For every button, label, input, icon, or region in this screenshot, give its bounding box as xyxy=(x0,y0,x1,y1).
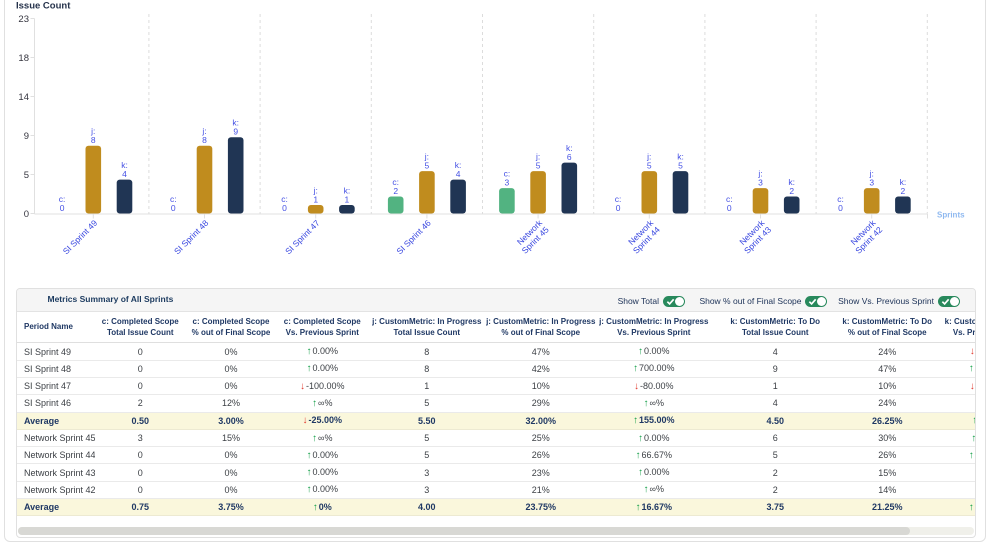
svg-text:SI Sprint 46: SI Sprint 46 xyxy=(394,218,433,257)
svg-text:14: 14 xyxy=(18,92,29,103)
svg-text:c:0: c: 0 xyxy=(615,194,622,213)
svg-text:c:0: c: 0 xyxy=(281,194,288,213)
svg-text:23: 23 xyxy=(18,14,29,25)
svg-text:k:5: k: 5 xyxy=(677,152,684,171)
svg-text:c:3: c: 3 xyxy=(504,169,511,188)
svg-text:j:5: j: 5 xyxy=(424,152,430,171)
svg-text:j:3: j: 3 xyxy=(757,169,763,188)
svg-text:j:5: j: 5 xyxy=(646,152,652,171)
svg-text:k:2: k: 2 xyxy=(900,177,907,196)
svg-text:k:1: k: 1 xyxy=(344,186,351,205)
svg-text:c:0: c: 0 xyxy=(726,194,733,213)
svg-text:SI Sprint 48: SI Sprint 48 xyxy=(172,218,211,257)
svg-text:j:1: j: 1 xyxy=(313,186,319,205)
svg-text:j:5: j: 5 xyxy=(535,152,541,171)
svg-text:j:8: j: 8 xyxy=(201,126,207,145)
svg-text:k:2: k: 2 xyxy=(788,177,795,196)
svg-text:5: 5 xyxy=(24,170,29,181)
svg-text:c:2: c: 2 xyxy=(392,177,399,196)
svg-text:Sprints: Sprints xyxy=(937,211,965,220)
svg-text:NetworkSprint 45: NetworkSprint 45 xyxy=(513,217,551,255)
svg-text:k:9: k: 9 xyxy=(232,118,239,137)
svg-text:NetworkSprint 44: NetworkSprint 44 xyxy=(624,217,662,255)
svg-text:SI Sprint 47: SI Sprint 47 xyxy=(283,218,322,257)
svg-text:j:8: j: 8 xyxy=(90,126,96,145)
svg-text:NetworkSprint 42: NetworkSprint 42 xyxy=(846,217,884,255)
svg-text:c:0: c: 0 xyxy=(837,194,844,213)
svg-text:0: 0 xyxy=(24,209,29,220)
svg-text:k:4: k: 4 xyxy=(121,160,128,179)
svg-text:c:0: c: 0 xyxy=(59,194,66,213)
svg-text:k:6: k: 6 xyxy=(566,143,573,162)
svg-text:c:0: c: 0 xyxy=(170,194,177,213)
svg-text:k:4: k: 4 xyxy=(455,160,462,179)
svg-text:j:3: j: 3 xyxy=(869,169,875,188)
svg-text:18: 18 xyxy=(18,53,29,64)
svg-text:Issue Count: Issue Count xyxy=(16,1,71,12)
svg-text:NetworkSprint 43: NetworkSprint 43 xyxy=(735,217,773,255)
svg-text:9: 9 xyxy=(24,131,29,142)
svg-text:SI Sprint 49: SI Sprint 49 xyxy=(61,218,100,257)
